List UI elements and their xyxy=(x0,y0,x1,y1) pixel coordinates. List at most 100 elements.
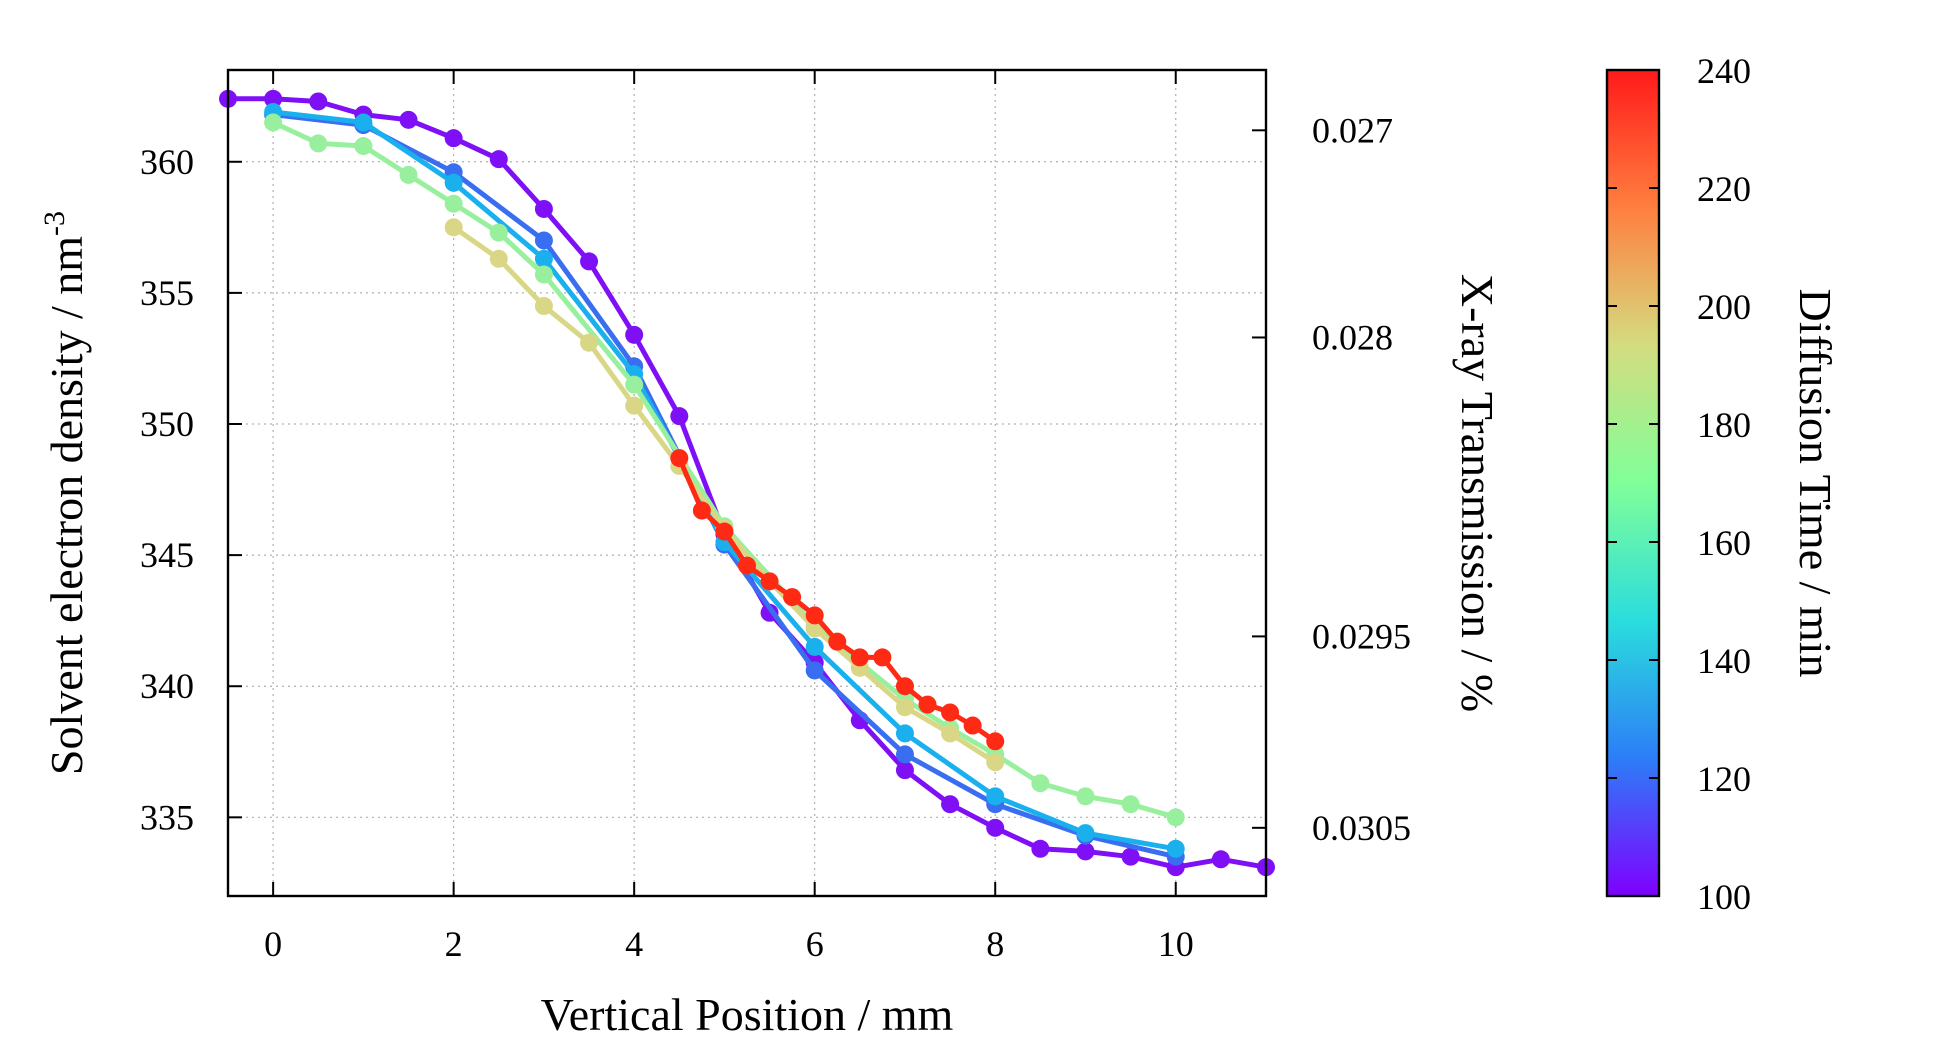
data-point xyxy=(309,134,328,153)
series-line xyxy=(272,120,1177,820)
colorbar-tick-label: 200 xyxy=(1697,287,1751,327)
data-point xyxy=(873,648,892,667)
data-point xyxy=(444,194,463,213)
y-tick-label: 345 xyxy=(140,535,194,575)
data-point xyxy=(534,199,553,218)
y-tick-label: 355 xyxy=(140,273,194,313)
y2-tick-label: 0.0295 xyxy=(1312,616,1411,656)
series-line xyxy=(272,109,1177,852)
x-tick-label: 10 xyxy=(1158,924,1194,964)
data-point xyxy=(1166,808,1185,827)
colorbar-tick-label: 120 xyxy=(1697,759,1751,799)
x-axis-title: Vertical Position / mm xyxy=(541,989,954,1040)
x-tick-label: 2 xyxy=(445,924,463,964)
data-point xyxy=(963,716,982,735)
data-point xyxy=(1121,795,1140,814)
colorbar-tick-label: 100 xyxy=(1697,877,1751,917)
data-point xyxy=(895,698,914,717)
data-point xyxy=(489,249,508,268)
data-point xyxy=(264,113,283,132)
data-point xyxy=(580,252,599,271)
data-point xyxy=(783,588,802,607)
data-point xyxy=(1031,774,1050,793)
data-point xyxy=(489,223,508,242)
data-point xyxy=(1211,850,1230,869)
y-axis-title: Solvent electron density / nm-3 xyxy=(38,211,92,775)
y-tick-label: 360 xyxy=(140,142,194,182)
data-point xyxy=(625,325,644,344)
colorbar-title: Diffusion Time / min xyxy=(1790,289,1841,678)
x-tick-label: 4 xyxy=(625,924,643,964)
data-point xyxy=(625,375,644,394)
data-point xyxy=(941,724,960,743)
plot-series-group xyxy=(219,89,1275,877)
data-point xyxy=(489,150,508,169)
data-point xyxy=(805,637,824,656)
data-point xyxy=(986,753,1005,772)
data-point xyxy=(354,113,373,132)
y-axis-title-superscript: -3 xyxy=(38,211,71,236)
data-point xyxy=(399,110,418,129)
data-point xyxy=(828,632,847,651)
data-point xyxy=(895,761,914,780)
data-point xyxy=(895,724,914,743)
series-line xyxy=(677,457,997,744)
colorbar-tick-label: 160 xyxy=(1697,523,1751,563)
y-tick-label: 340 xyxy=(140,666,194,706)
data-point xyxy=(1076,824,1095,843)
series-125min xyxy=(264,105,1185,866)
y-tick-label: 335 xyxy=(140,797,194,837)
y-tick-label: 350 xyxy=(140,404,194,444)
data-point xyxy=(444,129,463,148)
data-point xyxy=(850,648,869,667)
colorbar: 100 120 140 160 180 200 220 240 xyxy=(1605,51,1751,917)
y2-tick-label: 0.027 xyxy=(1312,110,1393,150)
data-point xyxy=(534,231,553,250)
data-point xyxy=(625,396,644,415)
series-240min xyxy=(670,449,1005,751)
data-point xyxy=(1121,847,1140,866)
data-point xyxy=(986,818,1005,837)
data-point xyxy=(715,522,734,541)
colorbar-tick-label: 240 xyxy=(1697,51,1751,91)
data-point xyxy=(264,89,283,108)
data-point xyxy=(895,745,914,764)
series-line xyxy=(272,112,1177,860)
colorbar-tick-label: 140 xyxy=(1697,641,1751,681)
data-point xyxy=(895,677,914,696)
data-point xyxy=(941,795,960,814)
data-point xyxy=(534,265,553,284)
series-170min xyxy=(264,113,1185,827)
colorbar-tick-label: 180 xyxy=(1697,405,1751,445)
colorbar-ticks: 100 120 140 160 180 200 220 240 xyxy=(1607,51,1751,917)
y2-tick-label: 0.028 xyxy=(1312,317,1393,357)
data-point xyxy=(805,606,824,625)
data-point xyxy=(399,165,418,184)
data-point xyxy=(444,173,463,192)
colorbar-gradient xyxy=(1605,68,1661,898)
data-point xyxy=(309,92,328,111)
y-axis-title-text: Solvent electron density / nm xyxy=(41,236,92,775)
data-point xyxy=(580,333,599,352)
data-point xyxy=(941,703,960,722)
data-point xyxy=(1166,839,1185,858)
x-tick-label: 8 xyxy=(986,924,1004,964)
data-point xyxy=(738,556,756,575)
plot-gridlines xyxy=(228,70,1266,896)
plot-axes: 0 2 4 6 8 10 335 340 345 350 355 360 0.027 0.028 0.029… xyxy=(140,70,1411,964)
data-point xyxy=(444,218,463,237)
plot-frame xyxy=(226,68,1268,898)
data-point xyxy=(692,501,711,520)
series-line xyxy=(228,96,1267,870)
data-point xyxy=(986,787,1005,806)
series-102min xyxy=(219,89,1275,877)
data-point xyxy=(534,249,553,268)
data-point xyxy=(1076,787,1095,806)
data-point xyxy=(918,695,937,714)
data-point xyxy=(670,449,689,468)
x-tick-label: 0 xyxy=(264,924,282,964)
series-line xyxy=(452,225,997,765)
series-140min xyxy=(264,102,1185,858)
data-point xyxy=(670,407,689,426)
